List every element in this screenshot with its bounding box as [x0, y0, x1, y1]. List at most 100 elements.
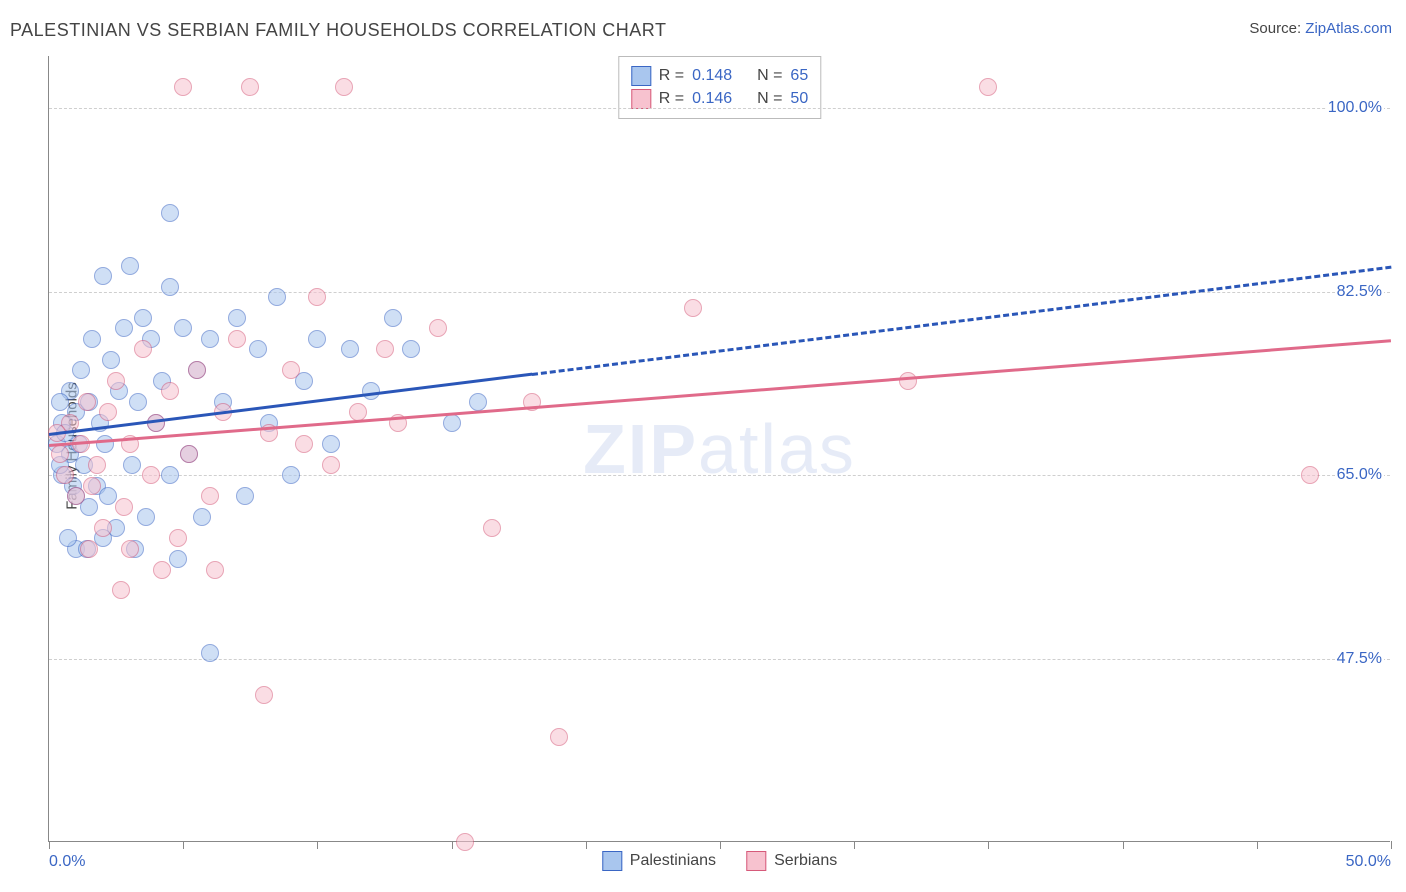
data-point	[228, 330, 246, 348]
data-point	[236, 487, 254, 505]
gridline	[49, 475, 1390, 476]
data-point	[456, 833, 474, 851]
y-tick-label: 47.5%	[1335, 650, 1384, 668]
data-point	[335, 78, 353, 96]
data-point	[134, 340, 152, 358]
legend-stats-row: R = 0.146 N = 50	[631, 89, 808, 109]
data-point	[483, 519, 501, 537]
x-tick	[720, 841, 721, 849]
data-point	[684, 299, 702, 317]
data-point	[99, 403, 117, 421]
legend-stats-row: R = 0.148 N = 65	[631, 66, 808, 86]
source-link[interactable]: ZipAtlas.com	[1305, 20, 1392, 37]
data-point	[308, 330, 326, 348]
data-point	[376, 340, 394, 358]
data-point	[161, 382, 179, 400]
y-tick-label: 100.0%	[1326, 99, 1384, 117]
legend-label: Palestinians	[630, 852, 716, 870]
data-point	[78, 393, 96, 411]
data-point	[282, 361, 300, 379]
legend-swatch-blue	[602, 851, 622, 871]
data-point	[142, 466, 160, 484]
data-point	[550, 728, 568, 746]
watermark: ZIPatlas	[583, 409, 856, 489]
data-point	[899, 372, 917, 390]
chart-container: PALESTINIAN VS SERBIAN FAMILY HOUSEHOLDS…	[0, 0, 1406, 892]
data-point	[241, 78, 259, 96]
legend-swatch-pink	[631, 89, 651, 109]
data-point	[123, 456, 141, 474]
data-point	[115, 498, 133, 516]
data-point	[134, 309, 152, 327]
data-point	[201, 330, 219, 348]
x-tick	[988, 841, 989, 849]
data-point	[51, 393, 69, 411]
data-point	[107, 372, 125, 390]
data-point	[201, 487, 219, 505]
data-point	[153, 561, 171, 579]
data-point	[94, 519, 112, 537]
legend-label: Serbians	[774, 852, 837, 870]
data-point	[115, 319, 133, 337]
data-point	[67, 487, 85, 505]
x-tick	[586, 841, 587, 849]
data-point	[268, 288, 286, 306]
data-point	[429, 319, 447, 337]
data-point	[201, 644, 219, 662]
data-point	[59, 529, 77, 547]
x-tick-label: 50.0%	[1346, 853, 1391, 871]
data-point	[469, 393, 487, 411]
data-point	[129, 393, 147, 411]
data-point	[249, 340, 267, 358]
data-point	[161, 466, 179, 484]
data-point	[83, 330, 101, 348]
x-tick	[1123, 841, 1124, 849]
data-point	[384, 309, 402, 327]
data-point	[979, 78, 997, 96]
data-point	[51, 445, 69, 463]
data-point	[102, 351, 120, 369]
chart-title: PALESTINIAN VS SERBIAN FAMILY HOUSEHOLDS…	[10, 20, 666, 41]
data-point	[94, 267, 112, 285]
trendline	[532, 266, 1391, 376]
data-point	[161, 204, 179, 222]
gridline	[49, 108, 1390, 109]
source-attribution: Source: ZipAtlas.com	[1249, 20, 1392, 37]
data-point	[402, 340, 420, 358]
data-point	[174, 78, 192, 96]
data-point	[443, 414, 461, 432]
data-point	[1301, 466, 1319, 484]
gridline	[49, 659, 1390, 660]
data-point	[169, 529, 187, 547]
legend-series: Palestinians Serbians	[602, 851, 837, 871]
data-point	[295, 435, 313, 453]
data-point	[174, 319, 192, 337]
y-tick-label: 65.0%	[1335, 466, 1384, 484]
data-point	[206, 561, 224, 579]
x-tick	[1391, 841, 1392, 849]
y-tick-label: 82.5%	[1335, 283, 1384, 301]
data-point	[112, 581, 130, 599]
data-point	[308, 288, 326, 306]
data-point	[80, 540, 98, 558]
data-point	[99, 487, 117, 505]
legend-item: Palestinians	[602, 851, 716, 871]
data-point	[255, 686, 273, 704]
data-point	[282, 466, 300, 484]
data-point	[188, 361, 206, 379]
data-point	[72, 361, 90, 379]
legend-swatch-pink	[746, 851, 766, 871]
data-point	[180, 445, 198, 463]
data-point	[121, 540, 139, 558]
data-point	[228, 309, 246, 327]
legend-item: Serbians	[746, 851, 837, 871]
legend-swatch-blue	[631, 66, 651, 86]
data-point	[193, 508, 211, 526]
plot-area: ZIPatlas R = 0.148 N = 65 R = 0.146 N = …	[48, 56, 1390, 842]
x-tick	[49, 841, 50, 849]
data-point	[161, 278, 179, 296]
data-point	[137, 508, 155, 526]
data-point	[56, 466, 74, 484]
data-point	[96, 435, 114, 453]
x-tick-label: 0.0%	[49, 853, 85, 871]
